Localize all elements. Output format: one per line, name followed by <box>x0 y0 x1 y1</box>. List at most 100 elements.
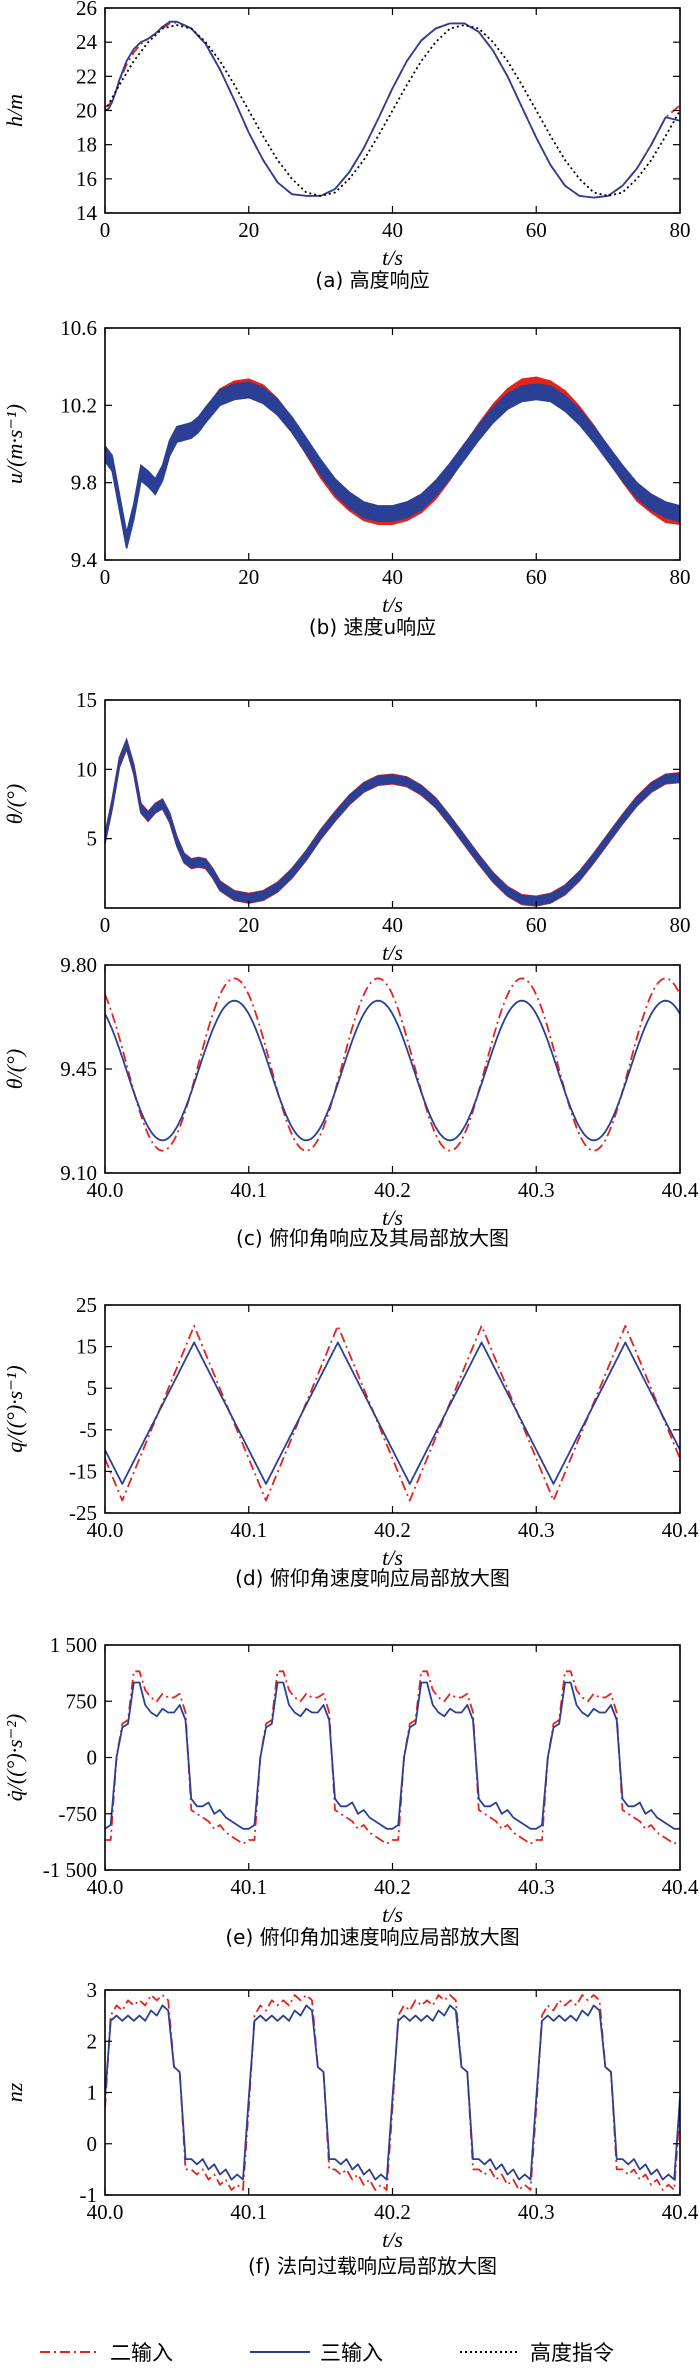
x-tick-label: 20 <box>238 565 259 589</box>
chart-caption: (f) 法向过载响应局部放大图 <box>248 2254 497 2278</box>
x-tick-label: 40.3 <box>518 1518 555 1542</box>
x-tick-label: 40.3 <box>518 2200 555 2224</box>
series-line-command <box>105 24 680 197</box>
y-tick-label: -15 <box>69 1459 97 1483</box>
y-tick-label: 14 <box>76 201 98 225</box>
y-tick-label: 10.2 <box>60 393 97 417</box>
y-tick-label: 1 500 <box>50 1633 97 1657</box>
chart-panel-6: 40.0 40.1 40.2 40.3 40.4 -1 0 1 2 3 t/s nz (f) 法向过载响… <box>2 1978 699 2278</box>
series-band-three-input <box>105 381 680 549</box>
y-tick-label: 750 <box>66 1689 98 1713</box>
axis-frame <box>104 699 681 909</box>
y-tick-label: 3 <box>87 1978 98 2002</box>
series-line-two-input <box>105 21 680 199</box>
y-tick-label: 5 <box>87 827 98 851</box>
x-tick-label: 40.2 <box>374 2200 411 2224</box>
x-tick-label: 40.2 <box>374 1178 411 1202</box>
x-tick-label: 60 <box>526 565 547 589</box>
chart-caption: (a) 高度响应 <box>315 268 429 292</box>
legend-label-two-input: 二输入 <box>110 2341 173 2365</box>
series-line-three-input <box>105 999 680 1142</box>
x-axis-label: t/s <box>382 245 403 270</box>
chart-panel-1: 0 20 40 60 80 9.4 9.8 10.2 10.6 t/s u/(m·s⁻¹) (b) 速… <box>2 316 691 639</box>
x-axis-label: t/s <box>382 1545 403 1570</box>
y-axis-label: q/((°)·s⁻¹) <box>2 1365 27 1452</box>
axis-frame <box>104 1304 681 1514</box>
x-tick-label: 40.1 <box>230 1518 267 1542</box>
x-tick-label: 40.4 <box>662 2200 699 2224</box>
x-tick-label: 40 <box>382 913 403 937</box>
y-tick-label: 2 <box>87 2029 98 2053</box>
y-tick-label: 9.45 <box>60 1057 97 1081</box>
x-tick-label: 40.4 <box>662 1518 699 1542</box>
legend-label-command: 高度指令 <box>530 2341 614 2365</box>
plot-area <box>105 1994 680 2191</box>
series-band-three-input <box>105 737 680 906</box>
x-axis-label: t/s <box>382 2227 403 2252</box>
series-line-three-input <box>105 1681 680 1830</box>
plot-area <box>105 20 680 199</box>
chart-panel-3: 40.0 40.1 40.2 40.3 40.4 9.10 9.45 9.80 t/s θ/(°)… <box>2 953 699 1250</box>
x-tick-label: 40.2 <box>374 1875 411 1899</box>
x-tick-label: 40.0 <box>87 1875 124 1899</box>
y-tick-label: 9.10 <box>60 1161 97 1185</box>
x-tick-label: 0 <box>100 218 111 242</box>
legend-label-three-input: 三输入 <box>320 2341 383 2365</box>
x-axis-label: t/s <box>382 1902 403 1927</box>
x-tick-label: 80 <box>670 913 691 937</box>
y-tick-label: 0 <box>87 2132 98 2156</box>
plot-area <box>105 376 680 549</box>
y-tick-label: 16 <box>76 167 97 191</box>
series-line-three-input <box>105 2004 680 2181</box>
x-tick-label: 40.0 <box>87 1178 124 1202</box>
y-tick-label: -1 <box>80 2183 98 2207</box>
x-tick-label: 40.3 <box>518 1875 555 1899</box>
plot-area <box>105 1670 680 1845</box>
y-axis-label: u/(m·s⁻¹) <box>2 404 27 484</box>
x-tick-label: 60 <box>526 218 547 242</box>
series-line-two-input <box>105 1324 680 1502</box>
x-tick-label: 20 <box>238 913 259 937</box>
chart-caption: (c) 俯仰角响应及其局部放大图 <box>236 1226 509 1250</box>
x-tick-label: 40.3 <box>518 1178 555 1202</box>
y-tick-label: 24 <box>76 30 98 54</box>
y-tick-label: 15 <box>76 1335 97 1359</box>
y-tick-label: 25 <box>76 1293 97 1317</box>
chart-caption: (d) 俯仰角速度响应局部放大图 <box>235 1566 510 1590</box>
x-tick-label: 40.2 <box>374 1518 411 1542</box>
y-axis-label: q̇/((°)·s⁻²) <box>2 1714 27 1801</box>
x-tick-label: 40.4 <box>662 1178 699 1202</box>
plot-area <box>105 977 680 1152</box>
x-tick-label: 20 <box>238 218 259 242</box>
axis-frame <box>104 1644 681 1871</box>
y-tick-label: 20 <box>76 99 97 123</box>
x-tick-label: 40.4 <box>662 1875 699 1899</box>
x-tick-label: 40 <box>382 565 403 589</box>
y-tick-label: 9.8 <box>71 471 97 495</box>
y-tick-label: 0 <box>87 1746 98 1770</box>
chart-panel-2: 0 20 40 60 80 5 10 15 t/s θ/(°) <box>2 688 691 965</box>
chart-panel-5: 40.0 40.1 40.2 40.3 40.4 -1 500 -750 0 750 1 500 t… <box>2 1633 699 1949</box>
axis-frame <box>104 327 681 561</box>
chart-caption: (e) 俯仰角加速度响应局部放大图 <box>225 1925 519 1949</box>
y-tick-label: -25 <box>69 1501 97 1525</box>
x-tick-label: 40.0 <box>87 1518 124 1542</box>
y-axis-label: nz <box>2 2082 27 2102</box>
y-tick-label: 9.80 <box>60 953 97 977</box>
x-tick-label: 40.0 <box>87 2200 124 2224</box>
y-tick-label: 1 <box>87 2081 98 2105</box>
y-tick-label: 5 <box>87 1376 98 1400</box>
y-tick-label: -750 <box>59 1802 98 1826</box>
x-tick-label: 40.1 <box>230 1875 267 1899</box>
legend: 二输入 三输入 高度指令 <box>40 2341 614 2365</box>
x-tick-label: 40.1 <box>230 1178 267 1202</box>
x-axis-label: t/s <box>382 1205 403 1230</box>
x-tick-label: 80 <box>670 218 691 242</box>
x-tick-label: 0 <box>100 565 111 589</box>
y-axis-label: h/m <box>2 94 27 127</box>
y-tick-label: 10 <box>76 757 97 781</box>
x-tick-label: 60 <box>526 913 547 937</box>
y-tick-label: 18 <box>76 133 97 157</box>
y-axis-label: θ/(°) <box>2 784 27 824</box>
